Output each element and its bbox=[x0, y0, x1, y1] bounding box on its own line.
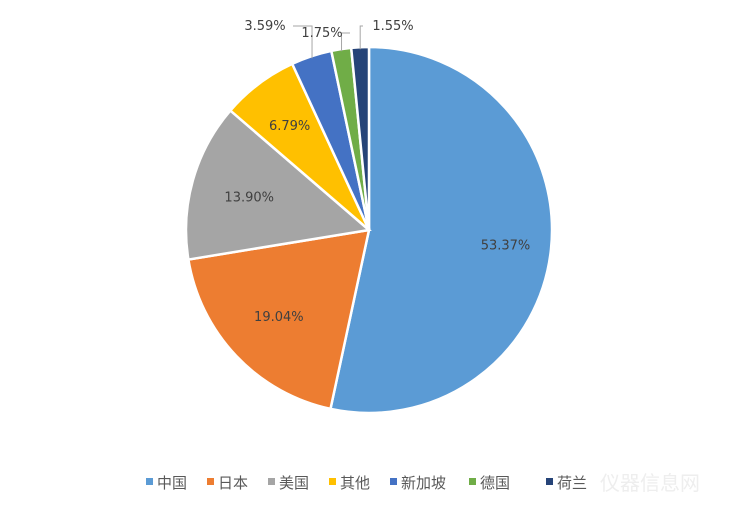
legend-swatch bbox=[146, 478, 153, 485]
leader-line bbox=[293, 25, 313, 59]
watermark: 仪器信息网 bbox=[600, 471, 700, 495]
legend-swatch bbox=[469, 478, 476, 485]
slice-label: 3.59% bbox=[244, 19, 285, 34]
slice-label: 19.04% bbox=[254, 310, 304, 325]
legend-label: 其他 bbox=[340, 474, 370, 492]
slice-label: 1.75% bbox=[301, 26, 342, 41]
legend-label: 荷兰 bbox=[557, 474, 587, 492]
legend-item: 荷兰 bbox=[546, 474, 587, 492]
legend-swatch bbox=[329, 478, 336, 485]
pie-slice-2 bbox=[184, 108, 372, 262]
legend-label: 日本 bbox=[218, 474, 248, 492]
legend-item: 德国 bbox=[469, 474, 510, 492]
legend-item: 中国 bbox=[146, 474, 187, 492]
leader-line bbox=[359, 25, 363, 50]
leader-line bbox=[341, 32, 350, 52]
legend-item: 美国 bbox=[268, 474, 309, 492]
legend-label: 德国 bbox=[480, 474, 510, 492]
legend-label: 新加坡 bbox=[401, 474, 446, 492]
legend-item: 其他 bbox=[329, 474, 370, 492]
slice-label: 53.37% bbox=[481, 239, 531, 254]
pie-slice-0 bbox=[328, 45, 554, 415]
legend-swatch bbox=[268, 478, 275, 485]
legend-swatch bbox=[546, 478, 553, 485]
slice-label: 13.90% bbox=[224, 190, 274, 205]
legend-swatch bbox=[390, 478, 397, 485]
legend-item: 新加坡 bbox=[390, 474, 446, 492]
slice-label: 1.55% bbox=[372, 19, 413, 34]
legend-label: 美国 bbox=[279, 474, 309, 492]
legend-label: 中国 bbox=[157, 474, 187, 492]
legend-swatch bbox=[207, 478, 214, 485]
legend-item: 日本 bbox=[207, 474, 248, 492]
slice-label: 6.79% bbox=[269, 119, 310, 134]
pie-slice-1 bbox=[186, 228, 371, 411]
